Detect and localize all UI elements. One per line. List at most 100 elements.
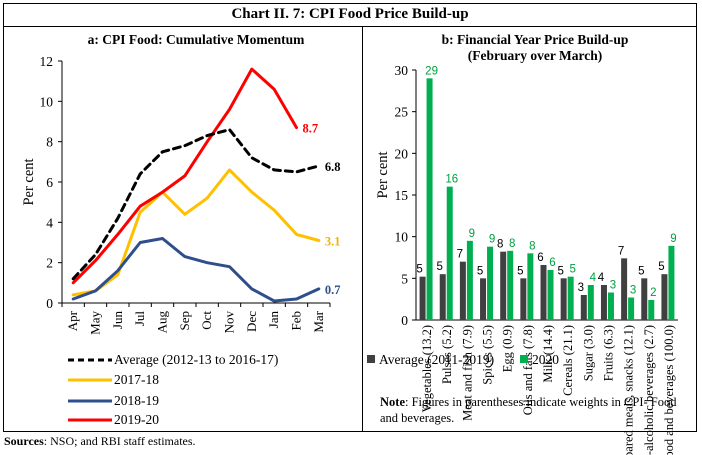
panel-b-bar-average	[580, 295, 587, 320]
panel-b-data-label: 29	[425, 65, 438, 77]
note-label: Note	[380, 395, 405, 409]
panel-a-series-line-1	[71, 128, 321, 281]
panel-b-x-tick-label: Pulses (5.2)	[440, 325, 454, 384]
panel-divider	[362, 27, 363, 432]
panel-a-legend-label: 2019-20	[114, 412, 159, 427]
panel-b-data-label: 7	[618, 245, 624, 257]
panel-a-x-tick-label: Jul	[132, 311, 147, 327]
panel-b-x-tick-label: Cereals (21.1)	[561, 325, 575, 396]
panel-b-y-tick-label: 0	[401, 313, 408, 328]
panel-a-y-tick-label: 10	[40, 94, 54, 109]
panel-b-x-tick-label: Egg (0.9)	[501, 325, 515, 372]
panel-b-bar-2020	[426, 78, 433, 320]
panel-b-title: b: Financial Year Price Build-up	[442, 32, 629, 47]
panel-a-series-line-4	[71, 67, 298, 285]
panel-b-note: Note: Figures in parentheses indicate we…	[380, 394, 680, 426]
panel-a-y-tick-label: 6	[46, 175, 53, 190]
panel-a-x-tick-label: Aug	[155, 311, 170, 334]
panel-b-data-label: 4	[598, 272, 605, 284]
panel-b-bar-2020	[567, 276, 574, 320]
panel-b-x-tick-label: Milk (14.4)	[541, 325, 555, 383]
panel-b-data-label: 16	[445, 174, 458, 186]
panel-b-y-tick-label: 5	[401, 271, 408, 286]
panel-b-bar-2020	[466, 240, 473, 320]
panel-b-data-label: 7	[457, 249, 463, 261]
panel-b-x-tick-label: Sugar (3.0)	[581, 325, 595, 381]
panel-b-data-label: 9	[489, 234, 495, 246]
panel-a-legend-label: Average (2012-13 to 2016-17)	[114, 352, 278, 367]
panel-b-data-label: 6	[537, 252, 543, 264]
panel-a-end-label: 0.7	[325, 283, 341, 297]
panel-a-series-line-3	[71, 237, 321, 303]
panel-b-x-tick-label: Food and beverages (100.0)	[662, 325, 676, 455]
panel-b-data-label: 5	[658, 261, 664, 273]
panel-a-y-tick-label: 4	[46, 215, 53, 230]
panel-b-data-label: 3	[610, 280, 616, 292]
panel-b-bar-average	[621, 258, 628, 320]
panel-a-x-tick-label: Oct	[199, 311, 214, 330]
panel-b-bar-2020	[446, 186, 453, 320]
panel-a-x-tick-label: Sep	[177, 311, 192, 331]
panel-b-data-label: 9	[670, 233, 676, 245]
panel-b-bar-average	[641, 278, 648, 320]
panel-b-x-tick-label: Spices (5.5)	[481, 325, 495, 385]
panel-b-bar-2020	[507, 250, 514, 320]
panel-b-y-tick-label: 10	[395, 230, 409, 245]
panel-b-bar-2020	[587, 285, 594, 320]
note-text: : Figures in parentheses indicate weight…	[380, 395, 677, 425]
panel-b-legend-swatch	[520, 355, 528, 363]
panel-b-data-label: 4	[590, 272, 597, 284]
panel-a-x-tick-label: Dec	[244, 311, 259, 332]
panel-b-data-label: 5	[477, 265, 483, 277]
panel-b-data-label: 6	[549, 257, 555, 269]
panel-a-end-label: 3.1	[325, 234, 341, 248]
panel-b-bar-2020	[487, 246, 494, 320]
chart-title: Chart II. 7: CPI Food Price Build-up	[3, 3, 697, 27]
panel-b-bar-2020	[668, 245, 675, 320]
panel-a-y-tick-label: 8	[46, 135, 53, 150]
panel-b-legend-label: Average (2011-2019)	[379, 352, 494, 367]
panel-a-y-axis-label: Per cent	[21, 158, 37, 205]
panel-a-x-tick-label: Jun	[110, 311, 125, 330]
panel-b-data-label: 5	[437, 261, 443, 273]
panel-b-subtitle: (February over March)	[468, 48, 602, 63]
panel-b-bar-2020	[628, 297, 635, 320]
panel-b-legend-label: 2020	[532, 352, 559, 367]
panel-a-x-tick-label: Mar	[311, 310, 326, 332]
panel-b-data-label: 8	[529, 240, 535, 252]
panel-b-bar-2020	[527, 253, 534, 320]
panel-b-x-tick-label: Non-alcoholic beverages (2.7)	[642, 325, 656, 455]
panel-a-end-label: 6.8	[325, 160, 341, 174]
panel-a-x-tick-label: Nov	[222, 311, 237, 334]
panel-b-data-label: 9	[469, 228, 475, 240]
panel-b-data-label: 5	[569, 264, 575, 276]
panel-b-data-label: 5	[517, 265, 523, 277]
panel-a-x-tick-label: Apr	[65, 310, 80, 331]
panel-b-bar-average	[480, 278, 487, 320]
panel-b-bar-average	[439, 274, 446, 320]
panel-b-data-label: 3	[630, 285, 636, 297]
panel-b-data-label: 5	[638, 265, 644, 277]
panel-b-data-label: 3	[578, 282, 584, 294]
panel-b-bar-2020	[607, 292, 614, 320]
panel-b-data-label: 8	[509, 238, 515, 250]
panel-a-legend-label: 2017-18	[114, 372, 159, 387]
panel-b-bar-average	[419, 276, 426, 320]
panel-b-bar-average	[500, 251, 507, 320]
panel-b-bar-average	[540, 265, 547, 320]
panel-b-legend-swatch	[367, 355, 375, 363]
panel-a-legend-label: 2018-19	[114, 393, 159, 408]
panel-b-x-tick-label: Oils and fats (7.8)	[521, 325, 535, 415]
panel-a-x-tick-label: May	[88, 311, 103, 335]
panel-b-y-tick-label: 15	[395, 188, 409, 203]
panel-b-data-label: 8	[497, 239, 503, 251]
sources-footer: Sources: NSO; and RBI staff estimates.	[4, 434, 196, 449]
panel-b-bar-average	[520, 278, 527, 320]
panel-a-y-tick-label: 0	[46, 296, 53, 311]
panel-b-y-tick-label: 30	[395, 63, 409, 78]
chart-frame	[3, 3, 697, 432]
panel-b-x-tick-label: Prepared meals, snacks (12.1)	[622, 325, 636, 455]
panel-b-bar-average	[560, 278, 567, 320]
